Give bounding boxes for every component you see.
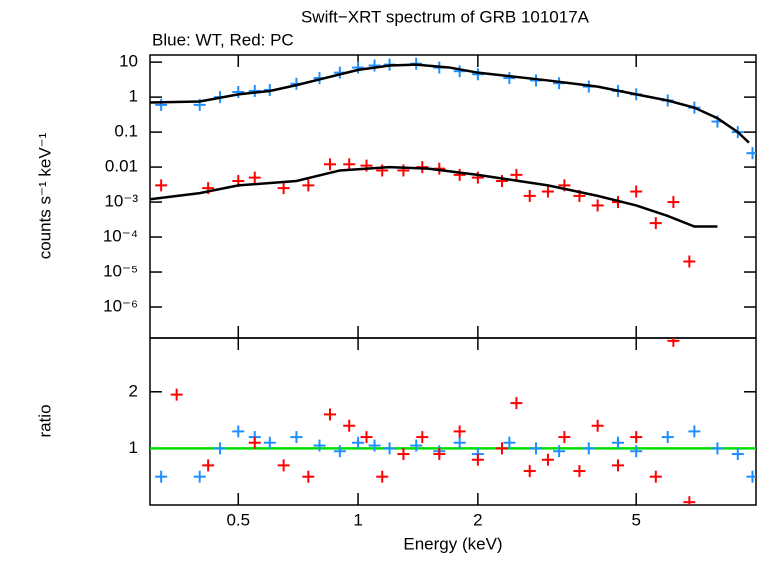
data-point — [397, 448, 410, 461]
data-point — [630, 445, 643, 458]
data-point — [302, 470, 315, 483]
data-point — [746, 147, 756, 160]
data-point — [667, 338, 680, 347]
chart-subtitle: Blue: WT, Red: PC — [152, 30, 294, 49]
data-point — [343, 158, 356, 171]
y-tick-label: 10⁻³ — [104, 192, 138, 211]
data-point — [333, 445, 346, 458]
data-point — [453, 436, 466, 449]
data-point — [433, 448, 446, 461]
data-point — [343, 419, 356, 432]
data-point — [214, 442, 227, 455]
x-tick-label: 1 — [353, 510, 362, 529]
data-point — [496, 442, 509, 455]
data-point — [688, 425, 701, 438]
y-tick-label: 0.1 — [114, 122, 138, 141]
data-point — [232, 425, 245, 438]
data-point — [376, 470, 389, 483]
data-point — [573, 465, 586, 478]
data-point — [541, 453, 554, 466]
y-tick-label: 1 — [129, 87, 138, 106]
data-point — [368, 439, 381, 452]
y-axis-label: counts s⁻¹ keV⁻¹ — [35, 132, 54, 259]
data-point — [248, 436, 261, 449]
chart-title: Swift−XRT spectrum of GRB 101017A — [301, 7, 590, 26]
model-line — [150, 63, 750, 144]
data-point — [155, 470, 168, 483]
data-point — [649, 217, 662, 230]
data-point — [277, 182, 290, 195]
data-point — [453, 425, 466, 438]
data-point — [541, 185, 554, 198]
x-tick-label: 2 — [473, 510, 482, 529]
x-axis-label: Energy (keV) — [403, 534, 502, 553]
data-point — [582, 442, 595, 455]
data-point — [530, 442, 543, 455]
x-tick-label: 0.5 — [226, 510, 250, 529]
data-point — [612, 436, 625, 449]
data-point — [352, 61, 365, 74]
data-point — [368, 59, 381, 72]
data-point — [155, 98, 168, 111]
data-point — [683, 255, 696, 268]
y-tick-label: 1 — [129, 438, 138, 457]
data-point — [510, 168, 523, 181]
data-point — [612, 459, 625, 472]
y-tick-label: 2 — [129, 381, 138, 400]
data-point — [323, 408, 336, 421]
y-tick-label: 0.01 — [105, 157, 138, 176]
data-point — [591, 419, 604, 432]
data-point — [383, 442, 396, 455]
data-point — [360, 431, 373, 444]
data-point — [323, 158, 336, 171]
data-point — [731, 448, 744, 461]
data-point — [410, 439, 423, 452]
data-point — [553, 445, 566, 458]
data-point — [352, 436, 365, 449]
data-point — [591, 199, 604, 212]
data-point — [523, 189, 536, 202]
data-point — [503, 436, 516, 449]
x-tick-label: 5 — [631, 510, 640, 529]
data-point — [746, 470, 756, 483]
data-point — [277, 459, 290, 472]
plot-frame — [149, 337, 757, 506]
data-point — [523, 465, 536, 478]
data-point — [290, 431, 303, 444]
data-point — [471, 453, 484, 466]
data-point — [155, 179, 168, 192]
data-point — [170, 388, 183, 401]
data-point — [630, 431, 643, 444]
data-point — [630, 185, 643, 198]
plot-frame — [149, 54, 757, 339]
data-point — [416, 431, 429, 444]
data-point — [683, 496, 696, 505]
data-point — [711, 442, 724, 455]
y-tick-label: 10⁻⁶ — [103, 296, 138, 315]
y-axis-label: ratio — [35, 404, 54, 437]
data-point — [263, 436, 276, 449]
y-tick-label: 10 — [119, 52, 138, 71]
data-point — [453, 168, 466, 181]
data-point — [232, 86, 245, 99]
data-point — [661, 431, 674, 444]
y-tick-label: 10⁻⁵ — [103, 262, 138, 281]
data-point — [193, 470, 206, 483]
data-point — [558, 431, 571, 444]
data-point — [496, 175, 509, 188]
data-point — [510, 397, 523, 410]
model-line — [150, 165, 718, 228]
data-point — [248, 171, 261, 184]
data-point — [649, 470, 662, 483]
data-point — [302, 179, 315, 192]
data-point — [503, 72, 516, 85]
y-tick-label: 10⁻⁴ — [103, 227, 138, 246]
data-point — [313, 439, 326, 452]
data-point — [667, 196, 680, 209]
data-point — [202, 459, 215, 472]
